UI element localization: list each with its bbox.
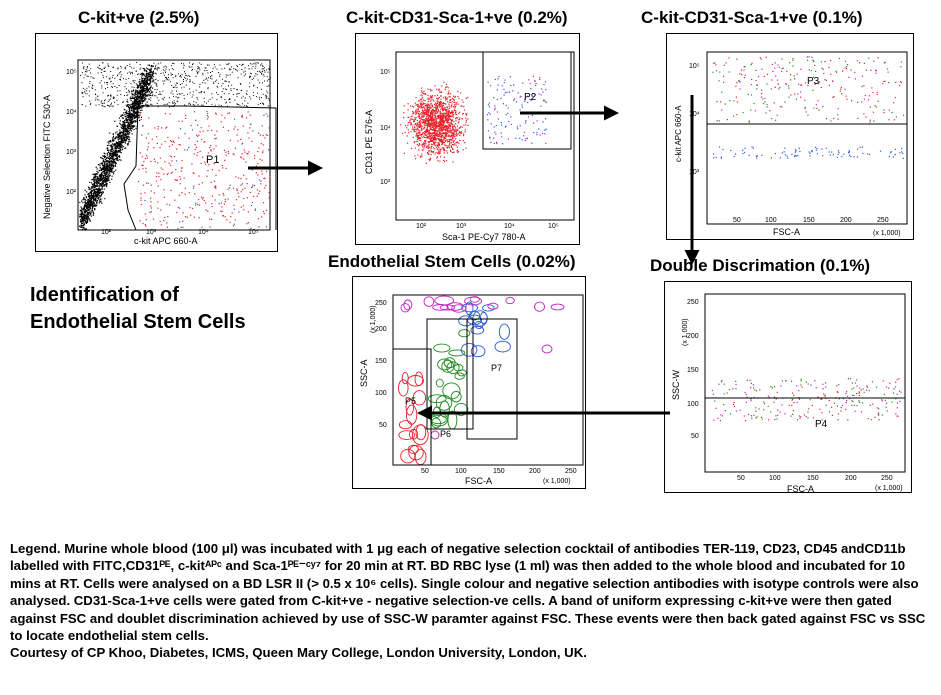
plot1-ytick-4: 10⁵ [66,69,77,76]
plot1-xtick-4: 10⁵ [248,229,259,236]
plot3-xlabel: FSC-A [773,227,800,237]
plot5-ytick-3: 150 [375,358,387,365]
plot1-xtick-1: 10² [101,229,112,236]
plot2-xtick-1: 10² [416,223,427,230]
plot3-fsc-vs-ckit: P3 50 100 150 200 250 10³ 10⁴ 10⁵ FSC-A … [666,33,914,240]
plot5-fsc-vs-ssc: P5 P6 P7 50 100 150 200 250 50 100 150 2… [352,276,586,489]
plot5-yunit: (x 1,000) [370,305,377,333]
plot5-ylabel: SSC-A [359,359,369,387]
plot5-ytick-1: 50 [379,422,387,429]
plot5-gate-p6 [426,318,474,430]
plot4-ytick-1: 50 [691,433,699,440]
plot1-frame [77,59,271,231]
plot4-yunit: (x 1,000) [682,318,689,346]
plot2-sca1-vs-cd31: P2 10² 10³ 10⁴ 10⁵ 10³ 10⁴ 10⁵ Sca-1 PE-… [355,33,580,245]
plot4-gate-p4 [704,397,906,473]
plot5-gate-p7 [466,318,518,440]
plot4-ylabel: SSC-W [671,369,681,400]
plot1-ytick-3: 10⁴ [66,109,77,116]
plot1-gate-label: P1 [206,154,219,166]
plot4-xtick-1: 50 [737,475,745,482]
plot1-ytick-1: 10² [66,189,77,196]
plot4-ytick-4: 200 [687,333,699,340]
plot2-gate-label: P2 [524,92,537,103]
plot5-gate-label-p6: P6 [440,429,451,439]
plot5-title: Endothelial Stem Cells (0.02%) [328,252,576,271]
plot3-xtick-1: 50 [733,217,741,224]
plot2-frame [395,51,575,221]
plot4-xlabel: FSC-A [787,484,814,494]
plot4-ytick-2: 100 [687,401,699,408]
plot2-ytick-2: 10⁴ [380,125,391,132]
plot4-xunit: (x 1,000) [875,485,903,492]
plot3-xtick-3: 150 [803,217,815,224]
plot5-gate-p5 [392,348,432,466]
plot2-events [399,75,547,164]
plot4-fsc-vs-sscw: P4 50 100 150 200 250 50 100 150 200 250… [664,281,912,494]
figure-legend: Legend. Murine whole blood (100 μl) was … [10,540,930,662]
plot3-xtick-5: 250 [877,217,889,224]
plot1-ytick-2: 10³ [66,149,77,156]
figure-heading: Identification of Endothelial Stem Cells [30,282,246,336]
heading-line-2: Endothelial Stem Cells [30,311,246,333]
plot1-events [79,62,271,231]
plot5-gate-label-p5: P5 [405,396,416,406]
plot4-frame [704,293,906,473]
plot3-title: C-kit-CD31-Sca-1+ve (0.1%) [641,8,863,27]
plot2-xlabel: Sca-1 PE-Cy7 780-A [442,232,526,242]
plot4-title: Double Discrimation (0.1%) [650,256,871,275]
plot2-ylabel: CD31 PE 576-A [364,110,374,174]
plot2-xtick-2: 10³ [456,223,467,230]
plot3-xunit: (x 1,000) [873,230,901,237]
plot1-ckit-vs-negsel: P1 10² 10³ 10⁴ 10⁵ 10² 10³ 10⁴ 10⁵ c-kit… [35,33,278,252]
plot2-xtick-4: 10⁵ [548,223,559,230]
plot5-xunit: (x 1,000) [543,478,571,485]
plot2-ytick-1: 10³ [380,179,391,186]
plot3-gate-label: P3 [807,76,820,87]
legend-credit: Courtesy of CP Khoo, Diabetes, ICMS, Que… [10,645,587,661]
plot4-ytick-3: 150 [687,367,699,374]
plot4-xtick-2: 100 [769,475,781,482]
plot3-gate-p3 [706,51,908,125]
plot4-xtick-4: 200 [845,475,857,482]
plot1-ylabel: Negative Selection FITC 530-A [42,95,52,219]
plot1-gate-p1 [123,105,277,231]
plot5-xtick-4: 200 [529,468,541,475]
plot4-events [711,378,902,422]
plot3-xtick-4: 200 [840,217,852,224]
plot3-ytick-2: 10⁴ [689,111,700,118]
plot5-xtick-3: 150 [493,468,505,475]
plot4-ytick-5: 250 [687,299,699,306]
plot5-xtick-1: 50 [421,468,429,475]
plot5-ytick-4: 200 [375,326,387,333]
plot4-xtick-3: 150 [807,475,819,482]
plot2-title: C-kit-CD31-Sca-1+ve (0.2%) [346,8,568,27]
plot5-gate-label-p7: P7 [491,363,502,373]
plot5-xtick-2: 100 [455,468,467,475]
plot5-xlabel: FSC-A [465,476,492,486]
heading-line-1: Identification of [30,284,179,306]
plot3-ytick-1: 10³ [689,169,700,176]
plot1-xlabel: c-kit APC 660-A [134,236,198,246]
plot3-ylabel: c-kit APC 660-A [674,105,683,162]
legend-text: Legend. Murine whole blood (100 μl) was … [10,541,926,644]
plot1-xtick-2: 10³ [146,229,157,236]
plot3-events [712,56,905,159]
plot2-gate-p2 [482,51,572,150]
plot5-ytick-2: 100 [375,390,387,397]
plot2-xtick-3: 10⁴ [504,223,515,230]
plot3-xtick-2: 100 [765,217,777,224]
plot3-ytick-3: 10⁵ [689,63,700,70]
plot4-xtick-5: 250 [881,475,893,482]
plot5-ytick-5: 250 [375,300,387,307]
plot1-title: C-kit+ve (2.5%) [78,8,200,27]
plot2-ytick-3: 10⁵ [380,69,391,76]
plot1-xtick-3: 10⁴ [198,229,209,236]
plot5-xtick-5: 250 [565,468,577,475]
plot4-gate-label: P4 [815,419,828,430]
